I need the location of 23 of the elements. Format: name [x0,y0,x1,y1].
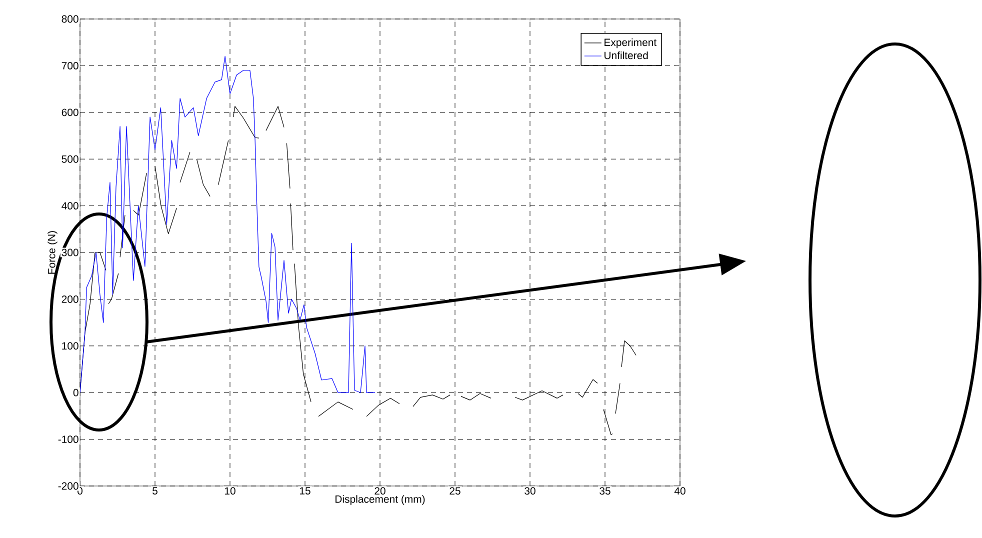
x-tick-label: 15 [300,487,310,495]
y-tick-label: 700 [62,62,78,70]
x-tick-label: 10 [224,487,236,495]
y-tick-label: 500 [62,155,78,163]
x-axis-title: Displacement (mm) [336,495,425,505]
legend-label: Experiment [604,38,657,48]
y-tick-label: 600 [62,108,78,116]
x-tick-label: 35 [600,487,610,495]
y-tick-label: 400 [62,202,78,210]
x-tick-label: 25 [450,487,460,495]
y-tick-label: 100 [62,342,78,350]
x-tick-label: 20 [374,487,386,495]
y-tick-label: -200 [58,482,78,490]
legend-label: Unfiltered [604,51,648,60]
y-axis-title: Force (N) [48,231,58,274]
y-tick-label: 300 [62,248,78,256]
y-tick-label: -100 [58,436,78,444]
x-tick-label: 30 [524,487,536,495]
y-tick-label: 800 [62,15,78,23]
y-tick-label: 0 [73,388,78,396]
x-tick-label: 5 [152,487,158,495]
x-tick-label: 40 [674,487,686,495]
y-tick-label: 200 [62,296,78,303]
